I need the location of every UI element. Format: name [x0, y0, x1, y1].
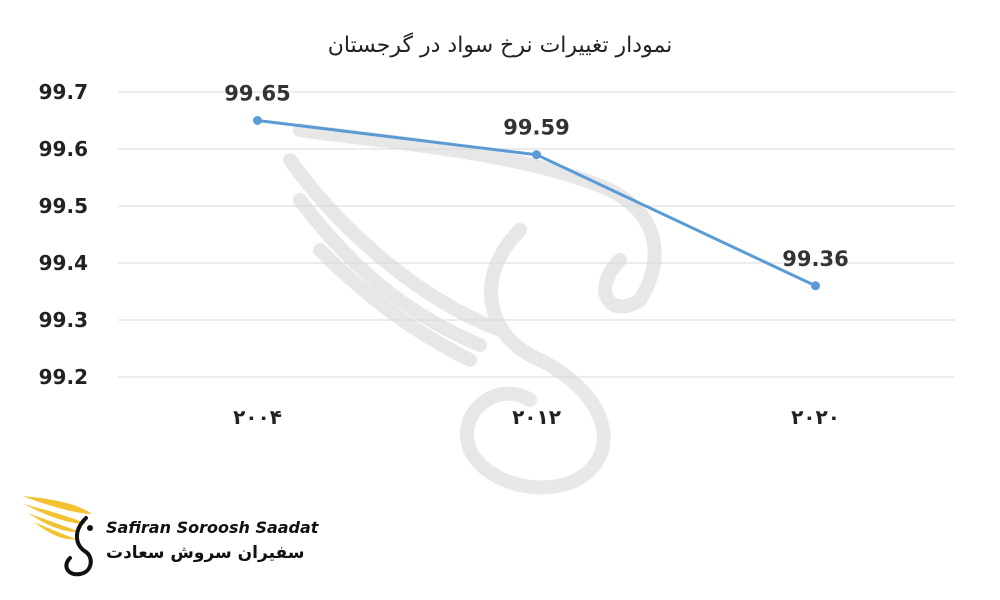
x-tick-label: ۲۰۲۰: [791, 405, 840, 429]
x-tick-label: ۲۰۰۴: [233, 405, 282, 429]
data-labels: 99.65 99.59 99.36: [224, 82, 848, 271]
wing-logo-icon: [22, 496, 93, 577]
data-label: 99.65: [224, 82, 290, 106]
data-point: [253, 116, 262, 125]
x-axis-ticks: ۲۰۰۴ ۲۰۱۲ ۲۰۲۰: [233, 405, 840, 429]
y-tick-label: 99.4: [39, 251, 88, 275]
logo-text-en: Safiran Soroosh Saadat: [106, 518, 319, 537]
brand-logo: Safiran Soroosh Saadat سفیران سروش سعادت: [20, 488, 318, 583]
y-tick-label: 99.2: [39, 365, 88, 389]
line-series: [253, 116, 820, 291]
logo-text-fa: سفیران سروش سعادت: [106, 543, 305, 563]
x-tick-label: ۲۰۱۲: [512, 405, 561, 429]
gridlines: [118, 91, 955, 378]
data-label: 99.36: [782, 247, 848, 271]
watermark-icon: [283, 123, 662, 495]
y-tick-label: 99.7: [39, 80, 88, 104]
chart-title: نمودار تغییرات نرخ سواد در گرجستان: [328, 32, 673, 58]
data-point: [532, 150, 541, 160]
data-label: 99.59: [503, 116, 569, 140]
y-tick-label: 99.5: [39, 194, 88, 218]
y-axis-ticks: 99.2 99.3 99.4 99.5 99.6 99.7: [39, 80, 88, 389]
data-point: [811, 281, 820, 291]
y-tick-label: 99.3: [39, 308, 88, 332]
y-tick-label: 99.6: [39, 137, 88, 161]
